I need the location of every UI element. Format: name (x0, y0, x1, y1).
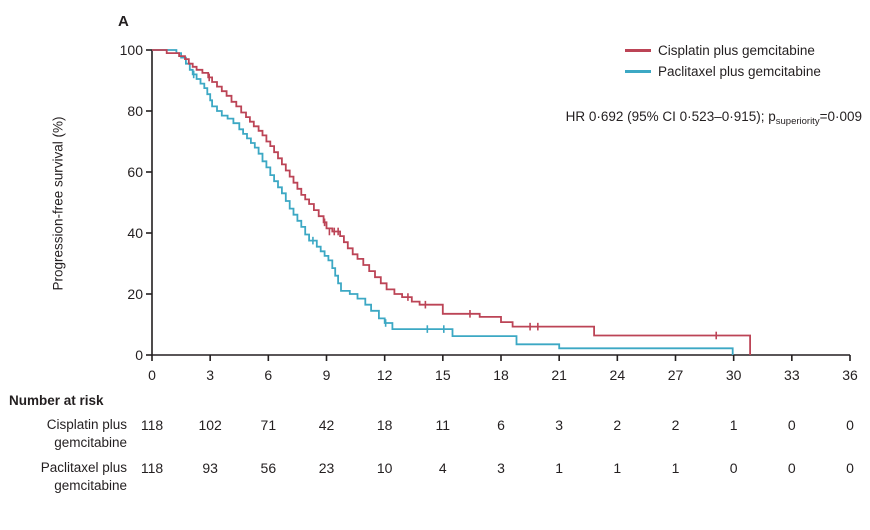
risk-row-label-line: Cisplatin plus (46, 417, 127, 432)
risk-count: 11 (436, 417, 451, 433)
risk-count: 23 (319, 460, 335, 476)
number-at-risk-title: Number at risk (9, 393, 104, 408)
risk-count: 2 (613, 417, 621, 433)
risk-count: 0 (730, 460, 738, 476)
risk-count: 4 (439, 460, 447, 476)
risk-count: 0 (788, 417, 796, 433)
x-tick-label: 36 (842, 367, 858, 383)
x-tick-label: 12 (377, 367, 393, 383)
km-curve-cisplatin (152, 49, 751, 355)
km-curve-paclitaxel (152, 49, 734, 355)
x-tick-label: 3 (206, 367, 214, 383)
risk-count: 42 (319, 417, 335, 433)
risk-count: 0 (788, 460, 796, 476)
x-tick-label: 33 (784, 367, 800, 383)
legend-label-cisplatin: Cisplatin plus gemcitabine (658, 43, 815, 58)
x-tick-label: 18 (493, 367, 509, 383)
risk-count: 18 (377, 417, 393, 433)
risk-count: 118 (141, 417, 164, 433)
legend-line-paclitaxel (625, 70, 651, 73)
risk-row-label-cisplatin: Cisplatin plus gemcitabine (47, 416, 127, 452)
risk-count: 118 (141, 460, 164, 476)
y-tick-label: 60 (127, 164, 143, 180)
x-tick-label: 21 (551, 367, 567, 383)
hr-subscript: superiority (775, 116, 820, 127)
risk-count: 0 (846, 460, 854, 476)
legend-item-cisplatin: Cisplatin plus gemcitabine (625, 40, 821, 61)
y-axis-label: Progression-free survival (%) (50, 116, 66, 291)
x-tick-label: 6 (264, 367, 272, 383)
x-tick-label: 30 (726, 367, 742, 383)
x-tick-label: 15 (435, 367, 451, 383)
risk-count: 1 (672, 460, 680, 476)
legend-item-paclitaxel: Paclitaxel plus gemcitabine (625, 61, 821, 82)
x-tick-label: 0 (148, 367, 156, 383)
x-tick-label: 27 (668, 367, 684, 383)
risk-count: 56 (261, 460, 277, 476)
risk-count: 1 (555, 460, 563, 476)
risk-count: 71 (261, 417, 277, 433)
risk-count: 2 (672, 417, 680, 433)
panel-label: A (118, 13, 129, 30)
x-tick-label: 24 (610, 367, 626, 383)
x-tick-label: 9 (323, 367, 331, 383)
risk-count: 3 (555, 417, 563, 433)
risk-count: 3 (497, 460, 505, 476)
legend-line-cisplatin (625, 49, 651, 52)
risk-row-label-line: Paclitaxel plus (40, 460, 127, 475)
hr-text: HR 0·692 (95% CI 0·523–0·915); p (565, 109, 776, 124)
y-tick-label: 80 (127, 103, 143, 119)
legend: Cisplatin plus gemcitabine Paclitaxel pl… (625, 40, 821, 82)
legend-label-paclitaxel: Paclitaxel plus gemcitabine (658, 64, 821, 79)
hazard-ratio-annotation: HR 0·692 (95% CI 0·523–0·915); psuperior… (566, 109, 862, 127)
risk-count: 6 (497, 417, 505, 433)
risk-row-label-line: gemcitabine (54, 478, 127, 493)
risk-count: 93 (202, 460, 218, 476)
y-tick-label: 40 (127, 225, 143, 241)
risk-row-label-paclitaxel: Paclitaxel plus gemcitabine (41, 459, 127, 495)
hr-pvalue: =0·009 (819, 109, 862, 124)
y-tick-label: 0 (135, 347, 143, 363)
risk-count: 102 (198, 417, 222, 433)
risk-count: 0 (846, 417, 854, 433)
risk-row-label-line: gemcitabine (54, 435, 127, 450)
y-tick-label: 100 (120, 42, 144, 58)
risk-count: 1 (730, 417, 738, 433)
risk-count: 1 (613, 460, 621, 476)
axis-lines (151, 50, 850, 356)
risk-count: 10 (377, 460, 393, 476)
y-tick-label: 20 (127, 286, 143, 302)
